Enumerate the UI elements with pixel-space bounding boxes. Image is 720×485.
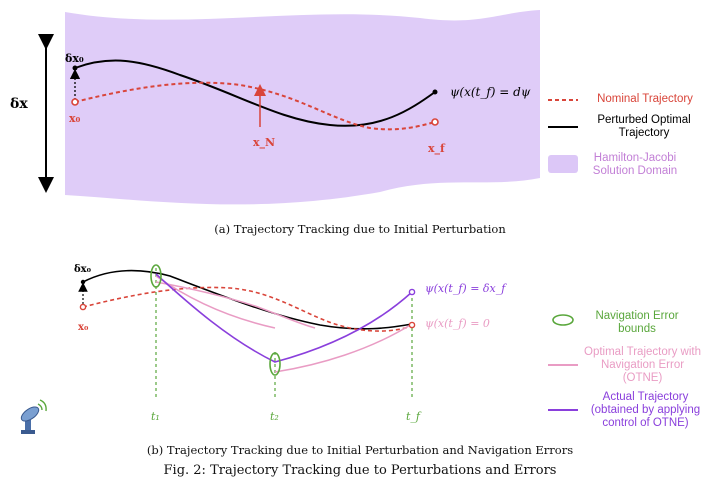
delta-x0-label-a: δx₀ bbox=[65, 52, 84, 65]
satellite-dish-icon bbox=[20, 399, 47, 434]
end-point-nominal-b bbox=[408, 321, 416, 329]
end-point-actual-b bbox=[408, 288, 416, 296]
nav-error-ellipse-t2 bbox=[269, 352, 281, 376]
perturbed-trajectory-b bbox=[82, 269, 413, 330]
legend-hj-swatch bbox=[548, 155, 578, 173]
hj-solution-domain bbox=[65, 10, 540, 205]
xN-label: x_N bbox=[253, 136, 275, 150]
x0-label-a: x₀ bbox=[69, 112, 81, 125]
legend-nav-error-swatch bbox=[552, 314, 574, 326]
x0-label-b: x₀ bbox=[78, 322, 89, 333]
xf-label-a: x_f bbox=[428, 142, 446, 156]
x0-point-b bbox=[79, 303, 87, 311]
x0-point-a bbox=[71, 98, 79, 106]
start-point-perturbed-a bbox=[72, 65, 78, 71]
end-point-perturbed-a bbox=[432, 89, 438, 95]
nav-error-ellipse-t1 bbox=[150, 264, 162, 288]
otne-segment-3 bbox=[274, 323, 413, 373]
xf-point-a bbox=[431, 118, 439, 126]
nominal-trajectory-b bbox=[82, 286, 413, 332]
terminal-label-a: ψ(x(t_f) = dψ bbox=[450, 85, 531, 99]
perturbed-trajectory-a bbox=[74, 59, 436, 127]
panel-a-caption: (a) Trajectory Tracking due to Initial P… bbox=[214, 222, 506, 236]
delta-x0-label-b: δx₀ bbox=[74, 264, 92, 275]
terminal-bottom-label-b: ψ(x(t_f) = 0 bbox=[425, 317, 490, 330]
legend-actual-text: Actual Trajectory (obtained by applying … bbox=[590, 391, 701, 429]
legend-otne-text: Optimal Trajectory with Navigation Error… bbox=[584, 346, 701, 384]
legend-perturbed-text: Perturbed Optimal Trajectory bbox=[597, 114, 691, 139]
tf-label: t_f bbox=[406, 410, 422, 423]
legend-nominal-text: Nominal Trajectory bbox=[597, 93, 693, 105]
terminal-top-label-b: ψ(x(t_f) = δx_f bbox=[425, 282, 507, 295]
panel-b-caption: (b) Trajectory Tracking due to Initial P… bbox=[146, 443, 574, 457]
t2-label: t₂ bbox=[270, 410, 279, 423]
otne-segment-1 bbox=[155, 275, 276, 329]
start-point-perturbed-b bbox=[80, 279, 86, 285]
nominal-trajectory-a bbox=[74, 81, 436, 131]
legend-hj-text: Hamilton-Jacobi Solution Domain bbox=[592, 152, 678, 177]
figure-caption: Fig. 2: Trajectory Tracking due to Pertu… bbox=[163, 463, 557, 478]
actual-trajectory bbox=[155, 273, 413, 363]
t1-label: t₁ bbox=[151, 410, 160, 423]
delta-x-label: δx bbox=[10, 96, 28, 112]
otne-segment-2 bbox=[155, 281, 316, 329]
legend-nav-error-text: Navigation Error bounds bbox=[595, 310, 679, 335]
